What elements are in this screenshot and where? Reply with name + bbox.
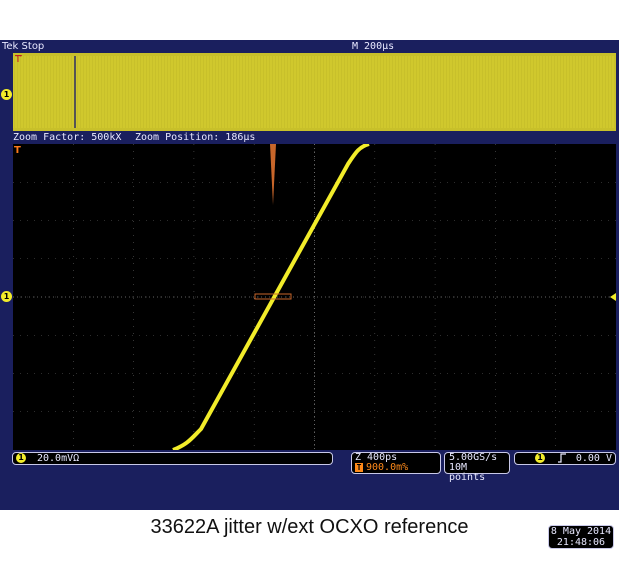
brand-label: Tek	[2, 41, 19, 52]
overview-channel-marker[interactable]: 1	[1, 89, 12, 100]
histogram-box	[254, 293, 292, 300]
waveform-trace	[172, 144, 370, 450]
zoom-graticule: T	[13, 144, 616, 450]
trigger-level: 0.00 V	[575, 453, 612, 464]
zoom-position: Zoom Position: 186µs	[135, 132, 256, 143]
rising-edge-icon	[558, 453, 566, 463]
time: 21:48:06	[556, 537, 606, 548]
timebase-readout[interactable]: Z 400ps T 900.0m%	[351, 452, 441, 474]
bottom-readouts: 1 20.0mVΩ Z 400ps T 900.0m% 5.00GS/s 10M…	[0, 450, 619, 549]
channel-1-scale: 20.0mVΩ	[37, 453, 80, 464]
channel-1-ground-marker[interactable]: 1	[1, 291, 12, 302]
graticule-and-trace	[13, 144, 616, 450]
zoom-trigger-marker[interactable]: T	[14, 145, 21, 156]
overview-waveform: T	[13, 53, 616, 131]
overview-trace	[13, 56, 614, 128]
jitter-histogram	[270, 144, 276, 205]
trigger-level-marker	[610, 293, 616, 301]
overview-left-margin: 1	[0, 53, 13, 131]
trigger-readout[interactable]: 1 0.00 V	[514, 452, 616, 465]
overview-trigger-marker[interactable]: T	[15, 54, 22, 65]
horizontal-scale: M 200µs	[352, 41, 395, 52]
acquisition-readout[interactable]: 5.00GS/s 10M points	[444, 452, 510, 483]
date: 8 May 2014	[550, 526, 612, 537]
datetime-readout: 8 May 2014 21:48:06	[548, 525, 614, 549]
zoom-timebase: Z 400ps	[355, 452, 398, 463]
trigger-channel-badge: 1	[535, 453, 545, 463]
channel-1-readout[interactable]: 1 20.0mVΩ	[12, 452, 333, 465]
channel-1-badge: 1	[16, 453, 26, 463]
zoom-info: Zoom Factor: 500kX Zoom Position: 186µs	[13, 132, 616, 144]
trigger-position-icon: T	[355, 463, 363, 472]
zoom-factor: Zoom Factor: 500kX	[13, 132, 122, 143]
oscilloscope-display: Tek Stop M 200µs 1 T Zoom Factor: 500kX …	[0, 40, 619, 549]
run-status: Stop	[21, 41, 45, 52]
trigger-position: 900.0m%	[366, 462, 409, 473]
brand-and-status: Tek Stop	[2, 40, 44, 53]
top-status-bar: Tek Stop M 200µs	[0, 40, 619, 53]
record-length: 10M points	[449, 462, 486, 483]
sample-rate: 5.00GS/s	[449, 452, 498, 463]
figure-caption: 33622A jitter w/ext OCXO reference	[150, 516, 469, 538]
